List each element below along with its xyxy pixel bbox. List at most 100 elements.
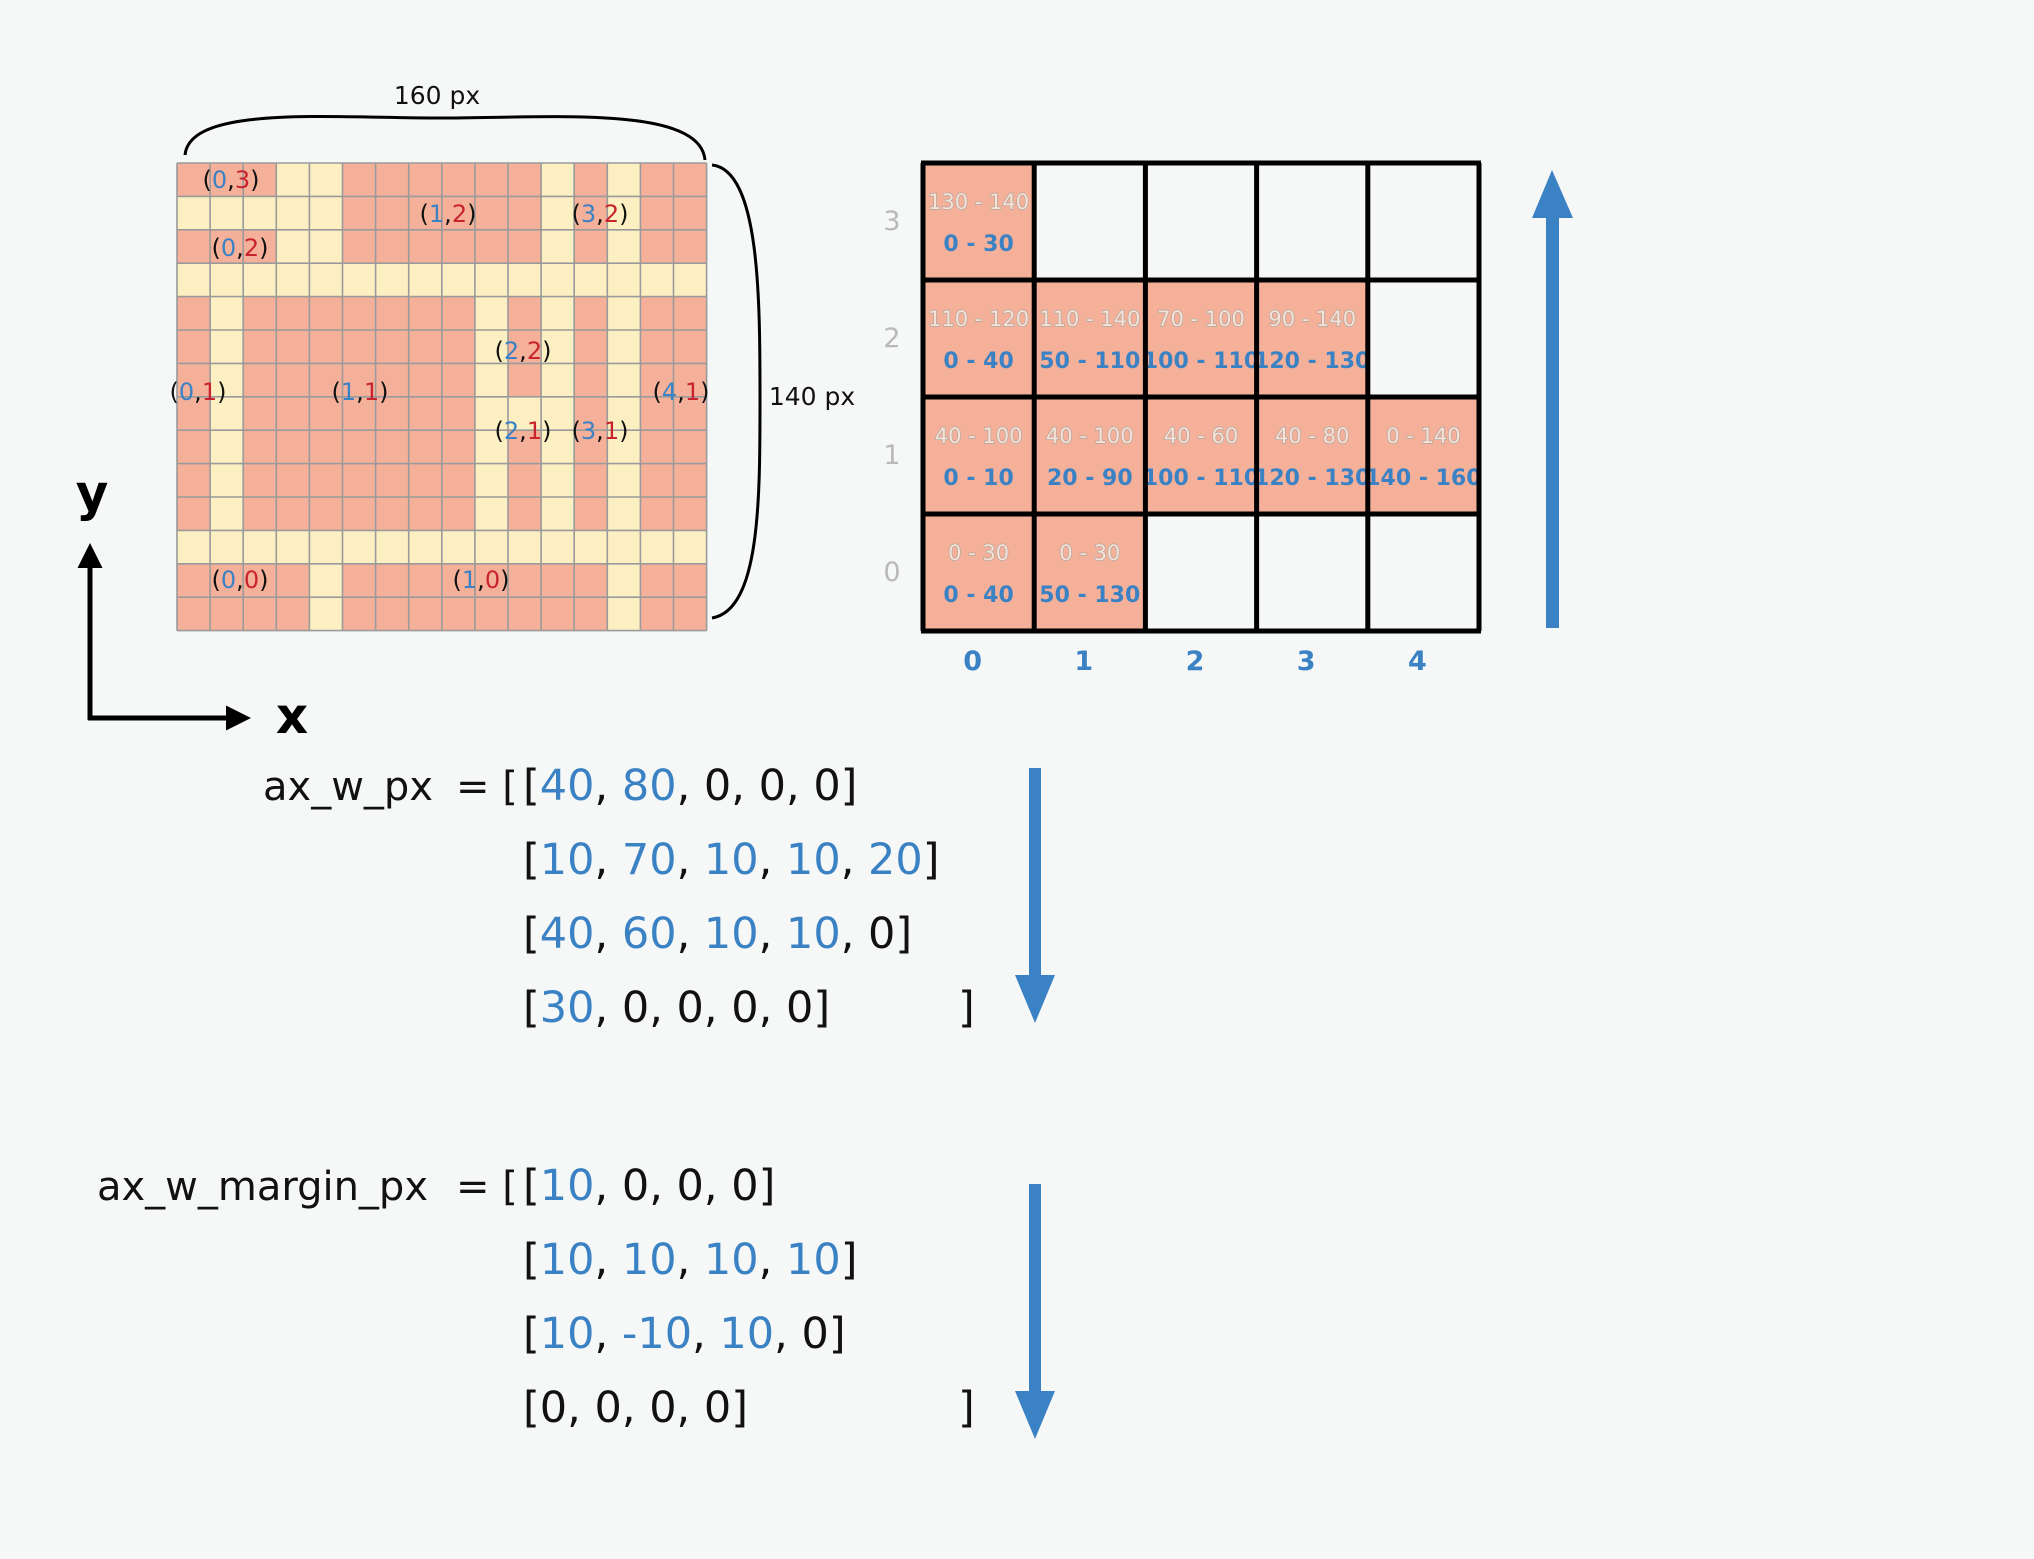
pixel-cream (210, 396, 244, 431)
layout-cell (1034, 280, 1146, 397)
pixel-cream (640, 263, 674, 297)
layout-row-label: 2 (883, 323, 900, 354)
pixel-coord-label: (3,1) (572, 417, 629, 445)
pixel-salmon (441, 330, 475, 364)
pixel-salmon (673, 330, 707, 364)
pixel-cream (276, 196, 310, 230)
array-close: ] (958, 1383, 975, 1433)
pixel-cream (408, 530, 442, 564)
cell-x-range: 120 - 130 (1254, 349, 1370, 374)
layout-cell-empty (1257, 514, 1368, 631)
cell-x-range: 100 - 110 (1143, 466, 1259, 491)
cell-x-range: 0 - 40 (943, 583, 1013, 608)
cell-y-range: 40 - 100 (935, 424, 1023, 448)
pixel-salmon (210, 563, 244, 598)
pixel-salmon (177, 229, 211, 264)
pixel-coord-label: (0,3) (203, 166, 260, 194)
pixel-cream (607, 396, 641, 431)
pixel-salmon (640, 229, 674, 264)
pixel-salmon (640, 497, 674, 531)
array-definitions: ax_w_px = [[40, 80, 0, 0, 0][10, 70, 10, … (97, 761, 975, 1433)
pixel-salmon (342, 330, 376, 364)
pixel-salmon (474, 196, 508, 230)
pixel-salmon (408, 296, 442, 330)
pixel-cream (375, 530, 409, 564)
pixel-cream (474, 296, 508, 330)
pixel-cream (607, 163, 641, 197)
pixel-salmon (673, 296, 707, 330)
pixel-grid (177, 163, 707, 631)
pixel-salmon (375, 163, 409, 197)
pixel-salmon (342, 597, 376, 631)
pixel-salmon (375, 430, 409, 464)
pixel-salmon (276, 430, 310, 464)
pixel-salmon (210, 163, 244, 197)
pixel-salmon (177, 163, 211, 197)
pixel-cream (276, 229, 310, 264)
layout-row-label: 3 (883, 206, 900, 237)
array-name: ax_w_margin_px (97, 1164, 428, 1210)
pixel-salmon (574, 597, 608, 631)
pixel-cream (607, 497, 641, 531)
pixel-salmon (243, 463, 277, 497)
pixel-salmon (375, 563, 409, 598)
width-brace (183, 114, 707, 161)
pixel-salmon (673, 497, 707, 531)
pixel-salmon (243, 430, 277, 464)
pixel-cream (607, 597, 641, 631)
pixel-salmon (177, 597, 211, 631)
pixel-cream (210, 363, 244, 397)
down-arrow-2 (1015, 1184, 1055, 1439)
pixel-salmon (673, 196, 707, 230)
pixel-salmon (673, 463, 707, 497)
pixel-salmon (673, 430, 707, 464)
cell-x-range: 0 - 30 (943, 232, 1013, 257)
pixel-salmon (342, 363, 376, 397)
pixel-salmon (441, 430, 475, 464)
pixel-salmon (441, 597, 475, 631)
pixel-salmon (673, 163, 707, 197)
pixel-salmon (441, 463, 475, 497)
pixel-cream (541, 330, 575, 364)
cell-x-range: 140 - 160 (1365, 466, 1481, 491)
pixel-coord-label: (2,2) (495, 337, 552, 365)
pixel-salmon (408, 196, 442, 230)
layout-cell-empty (1368, 514, 1479, 631)
pixel-salmon (375, 497, 409, 531)
pixel-salmon (276, 497, 310, 531)
pixel-salmon (474, 163, 508, 197)
pixel-salmon (243, 497, 277, 531)
pixel-cream (541, 296, 575, 330)
pixel-cream (276, 263, 310, 297)
cell-y-range: 40 - 100 (1046, 424, 1134, 448)
pixel-salmon (441, 296, 475, 330)
pixel-salmon (508, 463, 542, 497)
x-axis-label: x (276, 687, 308, 745)
cell-y-range: 130 - 140 (928, 190, 1029, 214)
pixel-cream (243, 263, 277, 297)
y-axis-label: y (76, 464, 109, 522)
pixel-salmon (210, 229, 244, 264)
pixel-coord-label: (2,1) (495, 417, 552, 445)
pixel-salmon (640, 196, 674, 230)
layout-col-label: 2 (1186, 646, 1205, 677)
pixel-salmon (673, 363, 707, 397)
layout-cell (1034, 514, 1146, 631)
pixel-salmon (574, 396, 608, 431)
pixel-cream (210, 497, 244, 531)
layout-cell (1256, 397, 1368, 514)
array-close: ] (958, 983, 975, 1033)
pixel-salmon (276, 463, 310, 497)
pixel-cream (541, 163, 575, 197)
pixel-cream (177, 263, 211, 297)
pixel-salmon (640, 430, 674, 464)
pixel-salmon (375, 296, 409, 330)
pixel-salmon (309, 396, 343, 431)
pixel-grid-labels: (0,3) (1,2) (3,2) (0,2) (2,2) (0,1) (1,1) (4,1)… (170, 166, 710, 594)
pixel-salmon (574, 497, 608, 531)
layout-cell-empty (1368, 163, 1479, 280)
pixel-cream (607, 563, 641, 598)
pixel-cream (177, 196, 211, 230)
array-row: [10, 70, 10, 10, 20] (523, 835, 940, 885)
pixel-cream (574, 530, 608, 564)
